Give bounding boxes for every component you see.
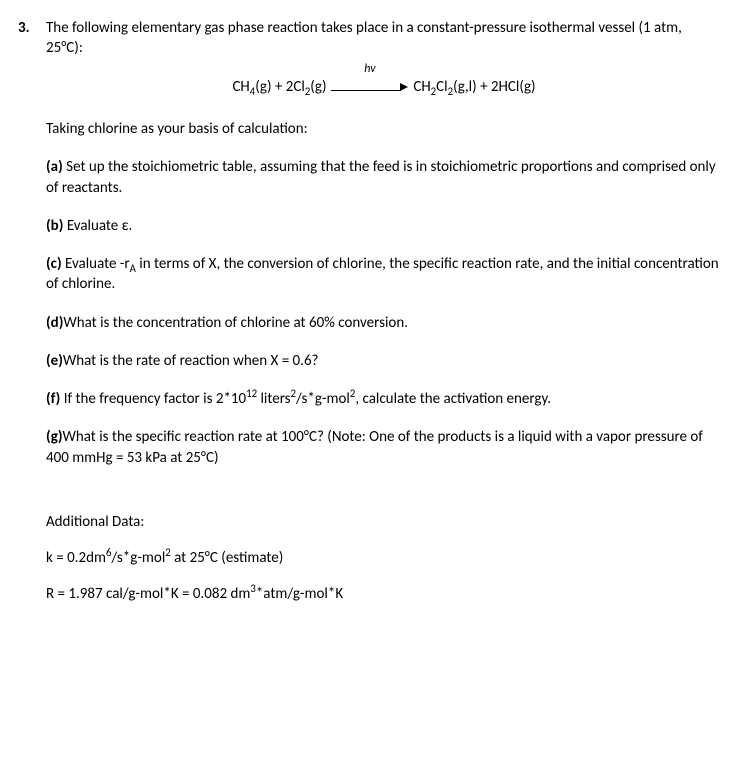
problem-body: The following elementary gas phase react… bbox=[46, 18, 722, 621]
arrow-head-icon bbox=[401, 78, 409, 96]
equation-left: CH4(g) + 2Cl2(g) bbox=[232, 78, 326, 96]
problem-number: 3. bbox=[18, 18, 36, 621]
part-f: (f) If the frequency factor is 2*1012 li… bbox=[46, 389, 722, 409]
part-a-text: Set up the stoichiometric table, assumin… bbox=[46, 158, 716, 196]
additional-line-2: R = 1.987 cal/g-mol*K = 0.082 dm3*atm/g-… bbox=[46, 584, 722, 604]
part-b-text: Evaluate ε. bbox=[67, 217, 132, 235]
part-b: (b) Evaluate ε. bbox=[46, 216, 722, 236]
reaction-arrow: hv bbox=[331, 77, 409, 97]
part-c-text: Evaluate -rA in terms of X, the conversi… bbox=[46, 255, 719, 293]
part-g: (g)What is the specific reaction rate at… bbox=[46, 427, 722, 468]
part-f-label: (f) bbox=[46, 390, 60, 408]
arrow-label: hv bbox=[364, 61, 375, 77]
arrow-line bbox=[331, 90, 401, 91]
part-g-text: What is the specific reaction rate at 10… bbox=[46, 428, 703, 466]
part-d: (d)What is the concentration of chlorine… bbox=[46, 313, 722, 333]
part-d-label: (d) bbox=[46, 314, 63, 332]
additional-heading: Additional Data: bbox=[46, 512, 722, 532]
part-b-label: (b) bbox=[46, 217, 63, 235]
basis-text: Taking chlorine as your basis of calcula… bbox=[46, 119, 722, 139]
problem-container: 3. The following elementary gas phase re… bbox=[18, 18, 722, 621]
part-e-text: What is the rate of reaction when X = 0.… bbox=[63, 352, 319, 370]
additional-data: Additional Data: k = 0.2dm6/s*g-mol2 at … bbox=[46, 512, 722, 605]
part-e-label: (e) bbox=[46, 352, 63, 370]
part-a: (a) Set up the stoichiometric table, ass… bbox=[46, 157, 722, 198]
part-a-label: (a) bbox=[46, 158, 63, 176]
equation-right: CH2Cl2(g,l) + 2HCl(g) bbox=[413, 78, 535, 96]
intro-text: The following elementary gas phase react… bbox=[46, 18, 722, 59]
additional-line-1: k = 0.2dm6/s*g-mol2 at 25°C (estimate) bbox=[46, 548, 722, 568]
reaction-equation: CH4(g) + 2Cl2(g) hv CH2Cl2(g,l) + 2HCl(g… bbox=[46, 77, 722, 98]
part-f-text: If the frequency factor is 2*1012 liters… bbox=[64, 390, 551, 408]
part-g-label: (g) bbox=[46, 428, 63, 446]
part-d-text: What is the concentration of chlorine at… bbox=[63, 314, 408, 332]
part-e: (e)What is the rate of reaction when X =… bbox=[46, 351, 722, 371]
part-c-label: (c) bbox=[46, 255, 62, 273]
part-c: (c) Evaluate -rA in terms of X, the conv… bbox=[46, 254, 722, 295]
